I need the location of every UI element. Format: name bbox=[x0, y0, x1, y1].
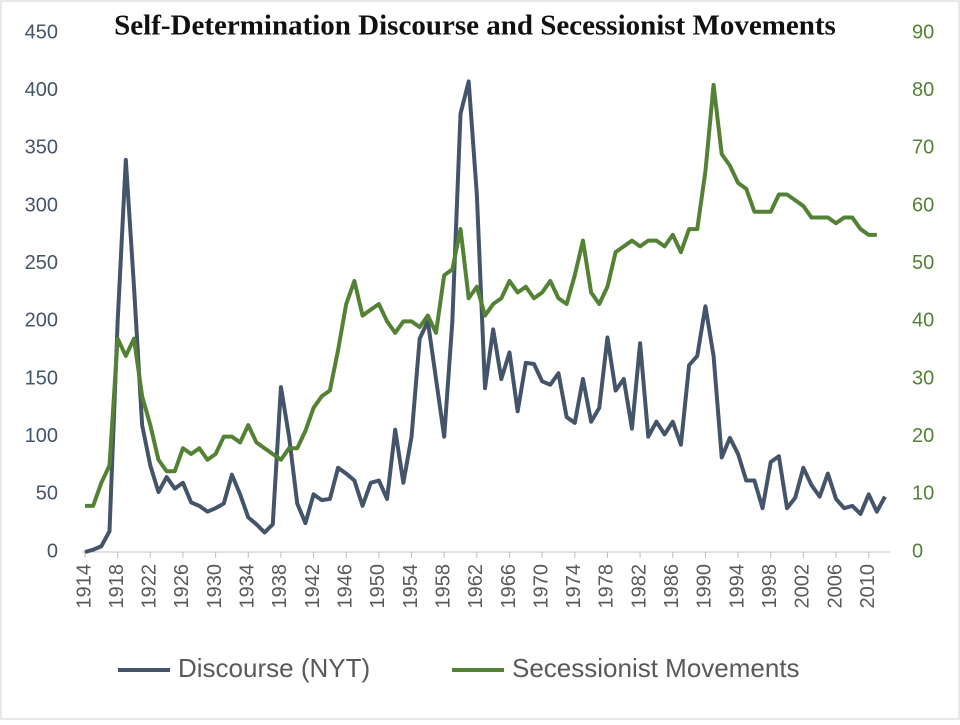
x-tick-label: 1954 bbox=[400, 564, 422, 609]
y2-tick-label: 70 bbox=[912, 137, 934, 159]
x-tick-label: 1938 bbox=[269, 564, 291, 609]
x-tick-label: 1930 bbox=[204, 564, 226, 609]
x-tick-label: 2010 bbox=[857, 564, 879, 609]
x-tick-label: 1942 bbox=[302, 564, 324, 609]
y2-tick-label: 0 bbox=[912, 540, 923, 562]
y-tick-label: 400 bbox=[25, 79, 58, 101]
x-tick-label: 1918 bbox=[106, 564, 128, 609]
y-tick-label: 150 bbox=[25, 367, 58, 389]
x-tick-label: 2006 bbox=[824, 564, 846, 609]
x-tick-label: 2002 bbox=[792, 564, 814, 609]
x-tick-label: 1922 bbox=[139, 564, 161, 609]
x-tick-label: 1998 bbox=[759, 564, 781, 609]
series-line bbox=[85, 82, 877, 508]
y2-tick-label: 20 bbox=[912, 425, 934, 447]
x-tick-label: 1914 bbox=[73, 564, 95, 609]
y-tick-label: 100 bbox=[25, 425, 58, 447]
x-tick-label: 1982 bbox=[628, 564, 650, 609]
chart-title: Self-Determination Discourse and Secessi… bbox=[114, 10, 836, 42]
series-line bbox=[84, 79, 887, 554]
legend-label: Secessionist Movements bbox=[512, 653, 800, 683]
x-tick-label: 1950 bbox=[367, 564, 389, 609]
legend-label: Discourse (NYT) bbox=[178, 653, 370, 683]
y-tick-label: 50 bbox=[36, 483, 58, 505]
y2-tick-label: 30 bbox=[912, 367, 934, 389]
y-tick-label: 450 bbox=[25, 21, 58, 43]
x-tick-label: 1994 bbox=[726, 564, 748, 609]
y-tick-label: 350 bbox=[25, 137, 58, 159]
y2-tick-label: 60 bbox=[912, 194, 934, 216]
x-tick-label: 1986 bbox=[661, 564, 683, 609]
y-tick-label: 200 bbox=[25, 310, 58, 332]
x-tick-label: 1970 bbox=[530, 564, 552, 609]
x-tick-label: 1934 bbox=[237, 564, 259, 609]
x-tick-label: 1926 bbox=[171, 564, 193, 609]
y-tick-label: 250 bbox=[25, 252, 58, 274]
x-tick-label: 1978 bbox=[596, 564, 618, 609]
x-tick-label: 1990 bbox=[694, 564, 716, 609]
y2-tick-label: 90 bbox=[912, 21, 934, 43]
x-tick-label: 1974 bbox=[563, 564, 585, 609]
x-tick-label: 1946 bbox=[335, 564, 357, 609]
y2-tick-label: 10 bbox=[912, 483, 934, 505]
y2-tick-label: 50 bbox=[912, 252, 934, 274]
x-tick-label: 1958 bbox=[432, 564, 454, 609]
x-tick-label: 1962 bbox=[465, 564, 487, 609]
y2-tick-label: 80 bbox=[912, 79, 934, 101]
y-tick-label: 300 bbox=[25, 194, 58, 216]
x-tick-label: 1966 bbox=[498, 564, 520, 609]
y2-tick-label: 40 bbox=[912, 310, 934, 332]
y-tick-label: 0 bbox=[47, 540, 58, 562]
